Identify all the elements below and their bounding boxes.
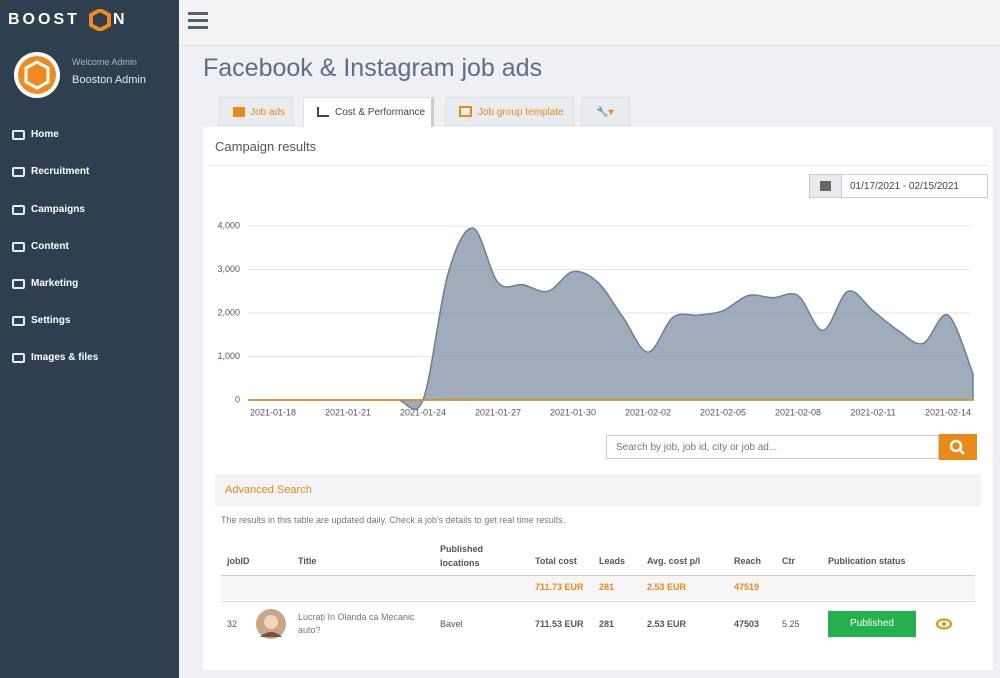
calendar-icon	[820, 181, 831, 191]
nav-item[interactable]: Images & files	[31, 352, 99, 363]
tab-icon	[459, 106, 472, 117]
avatar	[14, 52, 60, 98]
divider	[209, 165, 988, 166]
total-cost: 711.73 EUR	[535, 582, 584, 592]
job-avatar	[256, 609, 286, 639]
table-note: The results in this table are updated da…	[221, 515, 566, 525]
user-name: Booston Admin	[72, 74, 146, 86]
x-tick-label: 2021-02-02	[625, 407, 671, 417]
cell: 711.53 EUR	[535, 619, 584, 629]
nav-icon	[12, 242, 25, 252]
panel-title: Campaign results	[215, 139, 317, 154]
nav-item[interactable]: Content	[31, 241, 69, 252]
x-tick-label: 2021-02-05	[700, 407, 746, 417]
brand-right: N	[113, 11, 125, 28]
column-header: Publication status	[828, 556, 906, 566]
y-tick-label: 3,000	[217, 264, 240, 274]
y-tick-label: 1,000	[217, 351, 240, 361]
cell: 32	[227, 619, 238, 629]
x-tick-label: 2021-01-30	[550, 407, 596, 417]
x-tick-label: 2021-02-08	[775, 407, 821, 417]
cell: 281	[599, 619, 615, 629]
total-leads: 281	[599, 582, 615, 592]
column-header: Avg. cost p/l	[647, 556, 701, 566]
tab-icon	[317, 107, 329, 117]
cell: 5.25	[782, 619, 800, 629]
tab-icon	[233, 107, 245, 117]
nav-icon	[12, 205, 25, 215]
cell: Bavel	[440, 619, 463, 629]
totals-row	[221, 576, 975, 600]
column-header: Leads	[599, 556, 626, 566]
view-icon[interactable]	[936, 618, 952, 630]
welcome: Welcome Admin	[72, 57, 137, 67]
cell: 47503	[734, 619, 760, 629]
column-header: Published locations	[440, 544, 484, 568]
area	[248, 227, 974, 410]
total-reach: 47519	[734, 582, 760, 592]
sidebar: BOOST N Welcome Admin Booston Admin Home…	[0, 0, 179, 678]
page-title: Facebook & Instagram job ads	[203, 54, 543, 82]
tab-active[interactable]: Cost & Performance	[303, 97, 434, 127]
chart: 0 1,000 2,000 3,000 4,000 2021-01-18 2021-01-2…	[217, 220, 974, 417]
column-header: Ctr	[782, 556, 795, 566]
x-tick-label: 2021-01-27	[475, 407, 521, 417]
cell: 2.53 EUR	[647, 619, 687, 629]
y-tick-label: 4,000	[217, 220, 240, 230]
column-header: Total cost	[535, 556, 577, 566]
search-input[interactable]: Search by job, job id, city or job ad...	[606, 435, 939, 459]
column-header: jobID	[227, 556, 250, 566]
nav-icon	[12, 279, 25, 289]
advanced-search-bar[interactable]: Advanced Search	[215, 474, 981, 506]
nav-item[interactable]: Recruitment	[31, 166, 90, 177]
tools-tab[interactable]: 🔧▾	[581, 97, 630, 127]
y-tick-label: 0	[235, 394, 240, 404]
y-tick-label: 2,000	[217, 307, 240, 317]
brand-left: BOOST	[8, 11, 80, 28]
x-tick-label: 2021-02-14	[925, 407, 971, 417]
search-placeholder: Search by job, job id, city or job ad...	[616, 442, 778, 453]
nav-icon	[12, 130, 25, 140]
column-header: Title	[298, 556, 317, 566]
column-header: Reach	[734, 556, 762, 566]
total-avg-cost: 2.53 EUR	[647, 582, 687, 592]
nav-icon	[12, 316, 25, 326]
calendar-button[interactable]	[810, 175, 842, 197]
status-button[interactable]: Published	[828, 611, 916, 637]
date-range[interactable]: 01/17/2021 - 02/15/2021	[809, 174, 988, 198]
nav-icon	[12, 353, 25, 363]
job-title[interactable]: Lucrați în Olanda ca Mecanic auto?	[298, 612, 415, 635]
nav-icon	[12, 167, 25, 177]
x-tick-label: 2021-01-21	[325, 407, 371, 417]
topbar	[179, 0, 1000, 46]
menu-button[interactable]	[188, 12, 208, 29]
date-range-text: 01/17/2021 - 02/15/2021	[850, 181, 959, 192]
nav-item[interactable]: Marketing	[31, 278, 79, 289]
advanced-search: Advanced Search	[225, 484, 312, 496]
tab[interactable]: Job ads	[219, 97, 293, 127]
nav-item[interactable]: Campaigns	[31, 204, 85, 215]
nav-item[interactable]: Settings	[31, 315, 71, 326]
search-button[interactable]	[939, 434, 977, 460]
x-tick-label: 2021-02-11	[850, 407, 895, 417]
table-rule	[221, 601, 975, 602]
nav-item[interactable]: Home	[31, 129, 59, 140]
tab[interactable]: Job group template	[445, 97, 574, 127]
brand-icon	[89, 9, 111, 31]
table-rule	[221, 575, 975, 576]
x-tick-label: 2021-01-24	[400, 407, 446, 417]
x-tick-label: 2021-01-18	[250, 407, 296, 417]
